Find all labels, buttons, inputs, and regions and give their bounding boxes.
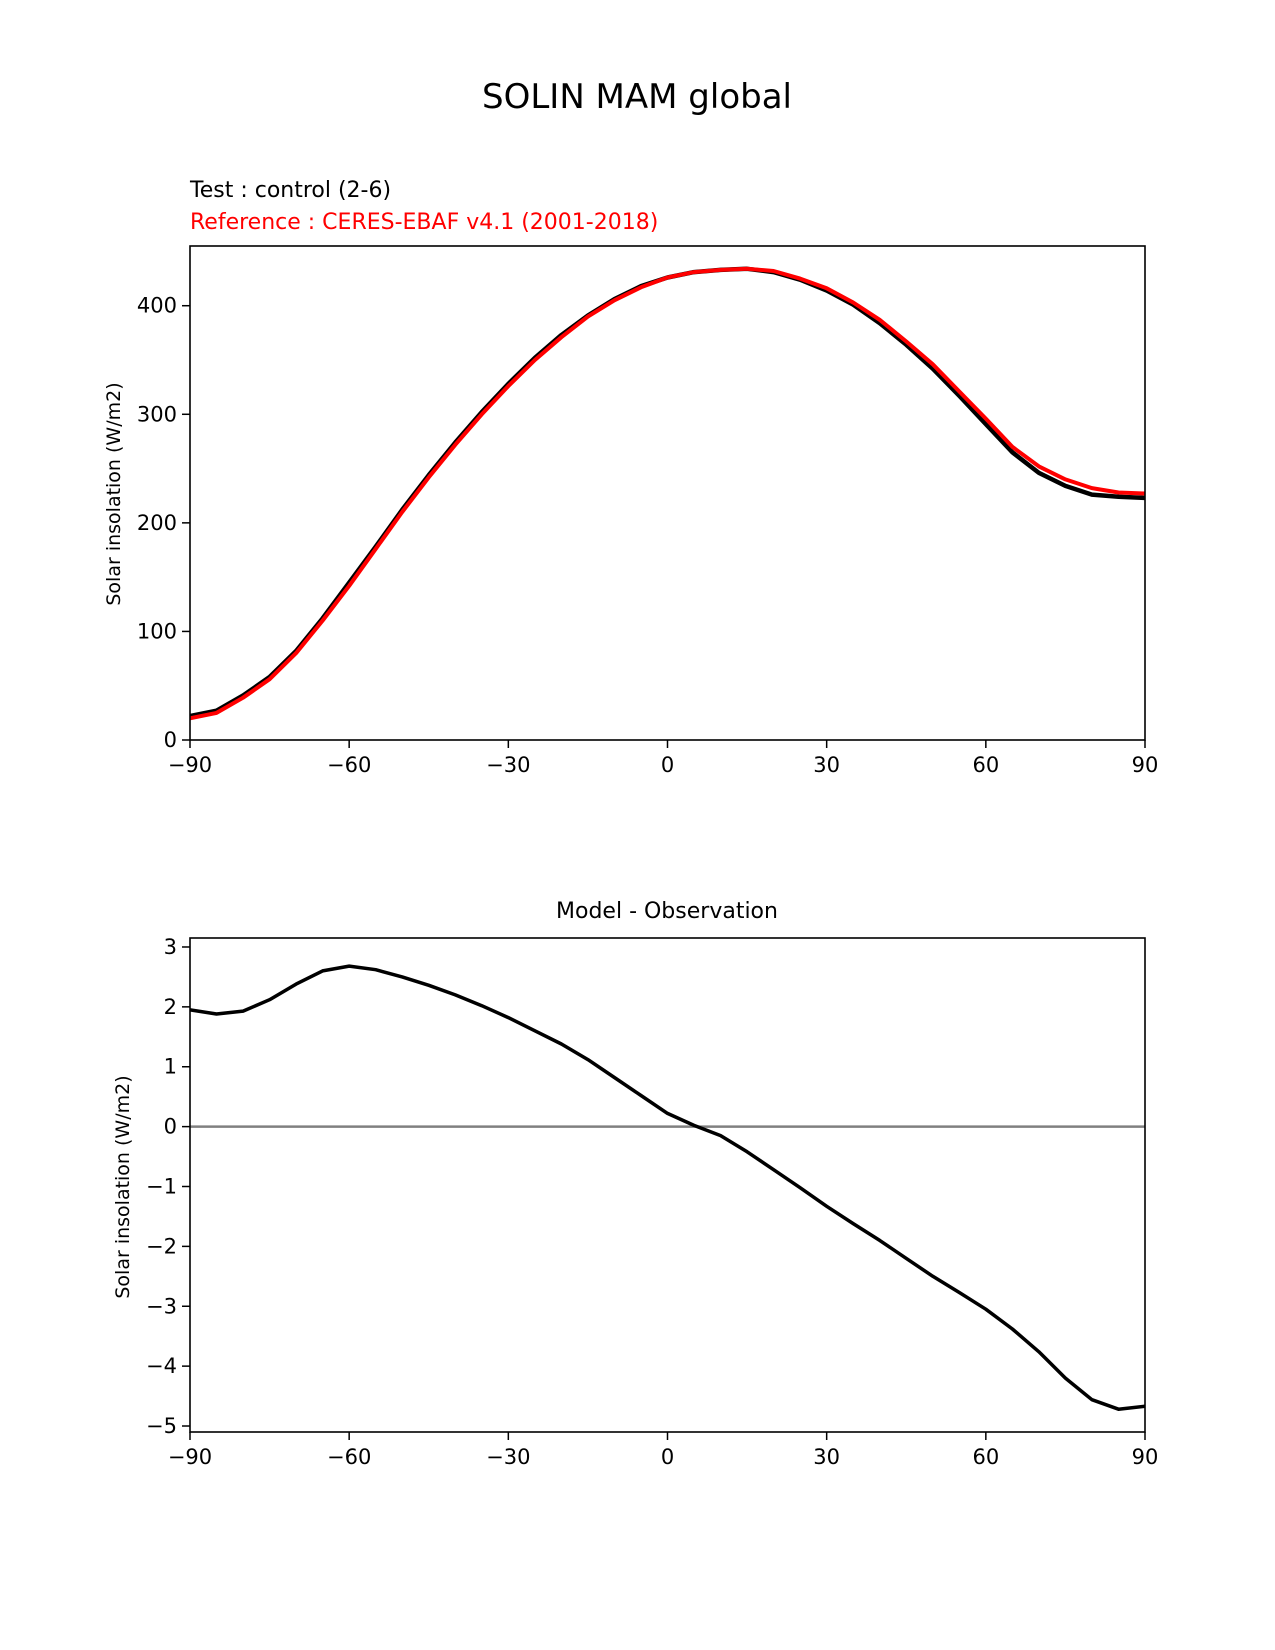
y-tick-label: 0 — [164, 1115, 177, 1139]
y-tick-label: −3 — [146, 1294, 177, 1318]
bottom-panel: Model - Observation Solar insolation (W/… — [112, 899, 1158, 1469]
x-tick-label: −30 — [486, 753, 530, 777]
y-tick-label: 1 — [164, 1055, 177, 1079]
figure-title: SOLIN MAM global — [482, 77, 792, 117]
x-tick-label: 60 — [972, 1445, 999, 1469]
x-tick-label: 0 — [661, 753, 674, 777]
x-tick-label: −60 — [327, 753, 371, 777]
top-plot-area: −90 −60 −30 0 30 60 90 0 100 200 300 400 — [137, 245, 1159, 777]
bottom-y-axis-label: Solar insolation (W/m2) — [112, 1075, 134, 1298]
y-tick-label: −1 — [146, 1174, 177, 1198]
y-tick-label: −5 — [146, 1414, 177, 1438]
y-tick-label: 3 — [164, 935, 177, 959]
x-tick-label: −30 — [486, 1445, 530, 1469]
x-tick-label: 60 — [972, 753, 999, 777]
x-tick-label: 90 — [1132, 1445, 1159, 1469]
y-tick-label: 400 — [137, 294, 177, 318]
y-tick-label: 100 — [137, 619, 177, 643]
y-tick-label: 300 — [137, 402, 177, 426]
test-caption: Test : control (2-6) — [189, 178, 391, 203]
x-tick-label: 30 — [813, 753, 840, 777]
y-tick-label: −2 — [146, 1234, 177, 1258]
bottom-plot-area: −90 −60 −30 0 30 60 90 −5 −4 −3 −2 −1 0 1 2 3 — [146, 935, 1158, 1469]
x-tick-label: 30 — [813, 1445, 840, 1469]
x-tick-label: 0 — [661, 1445, 674, 1469]
x-tick-label: 90 — [1132, 753, 1159, 777]
reference-series-line — [190, 266, 1145, 721]
difference-series-line — [190, 964, 1145, 1411]
y-tick-label: 2 — [164, 995, 177, 1019]
y-tick-label: 200 — [137, 511, 177, 535]
x-tick-label: −90 — [168, 753, 212, 777]
top-panel: Test : control (2-6) Reference : CERES-E… — [103, 178, 1158, 777]
bottom-panel-title: Model - Observation — [556, 899, 778, 924]
reference-caption: Reference : CERES-EBAF v4.1 (2001-2018) — [190, 210, 658, 235]
top-y-axis-label: Solar insolation (W/m2) — [103, 382, 125, 605]
x-tick-label: −60 — [327, 1445, 371, 1469]
y-tick-label: 0 — [164, 728, 177, 752]
y-tick-label: −4 — [146, 1354, 177, 1378]
x-tick-label: −90 — [168, 1445, 212, 1469]
